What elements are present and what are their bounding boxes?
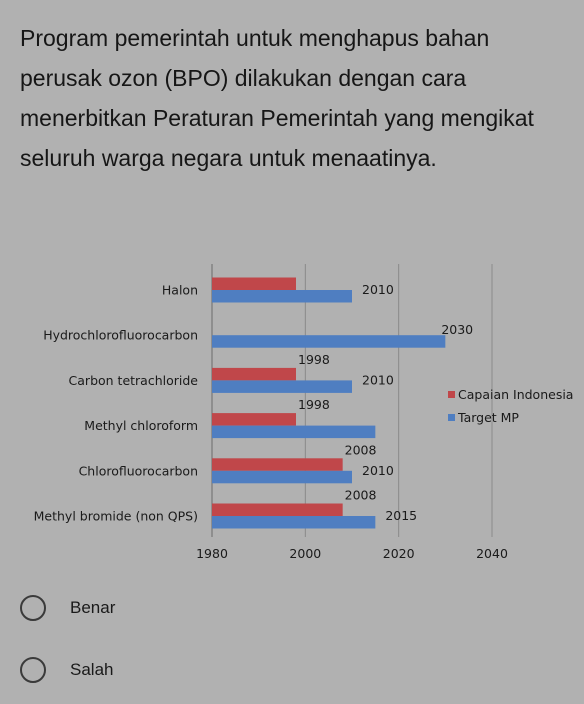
x-tick-label: 1980 <box>196 546 228 561</box>
option-salah-label: Salah <box>70 660 114 679</box>
legend-swatch <box>448 391 455 398</box>
data-label: 2015 <box>385 508 417 523</box>
data-label: 2008 <box>345 442 377 457</box>
category-label: Methyl chloroform <box>84 418 198 433</box>
radio-salah[interactable] <box>20 657 46 683</box>
bar-capaian-indonesia <box>212 413 296 426</box>
bar-capaian-indonesia <box>212 367 296 381</box>
data-label: 2008 <box>345 488 377 503</box>
legend-label: Target MP <box>457 410 519 425</box>
data-label: 2010 <box>362 463 394 478</box>
bar-target-mp <box>212 335 446 348</box>
category-label: Carbon tetrachloride <box>69 373 199 388</box>
bar-target-mp <box>212 516 376 529</box>
option-benar[interactable]: Benar <box>20 593 115 623</box>
chart-legend: Capaian Indonesia Target MP <box>448 387 573 425</box>
bar-capaian-indonesia <box>212 458 343 471</box>
bar-target-mp <box>212 470 352 484</box>
legend-label: Capaian Indonesia <box>458 387 573 402</box>
bar-target-mp <box>212 425 376 439</box>
bar-chart: 1980 2000 2020 2040 Halon 2010 Hydrochlorofluo… <box>34 264 573 561</box>
bar-capaian-indonesia <box>212 503 343 516</box>
category-label: Halon <box>162 283 198 298</box>
category-label: Chlorofluorocarbon <box>79 463 198 478</box>
x-tick-label: 2000 <box>289 546 321 561</box>
bar-capaian-indonesia <box>212 277 296 290</box>
radio-benar[interactable] <box>20 595 46 621</box>
data-label: 1998 <box>298 352 330 367</box>
chart-bars <box>212 277 446 529</box>
chart-labels: 1980 2000 2020 2040 Halon 2010 Hydrochlorofluo… <box>34 282 508 561</box>
bar-target-mp <box>212 380 352 393</box>
data-label: 2010 <box>362 372 394 387</box>
data-label: 1998 <box>298 397 330 412</box>
data-label: 2030 <box>441 322 473 337</box>
option-salah[interactable]: Salah <box>20 655 113 685</box>
option-benar-label: Benar <box>70 598 116 617</box>
bar-target-mp <box>212 290 352 303</box>
question-text: Program pemerintah untuk menghapus bahan… <box>20 25 534 171</box>
x-tick-label: 2040 <box>476 546 508 561</box>
legend-swatch <box>448 414 455 421</box>
chart-grid <box>211 264 493 537</box>
data-label: 2010 <box>362 282 394 297</box>
category-label: Hydrochlorofluorocarbon <box>43 328 198 343</box>
x-tick-label: 2020 <box>383 546 415 561</box>
category-label: Methyl bromide (non QPS) <box>34 509 198 524</box>
